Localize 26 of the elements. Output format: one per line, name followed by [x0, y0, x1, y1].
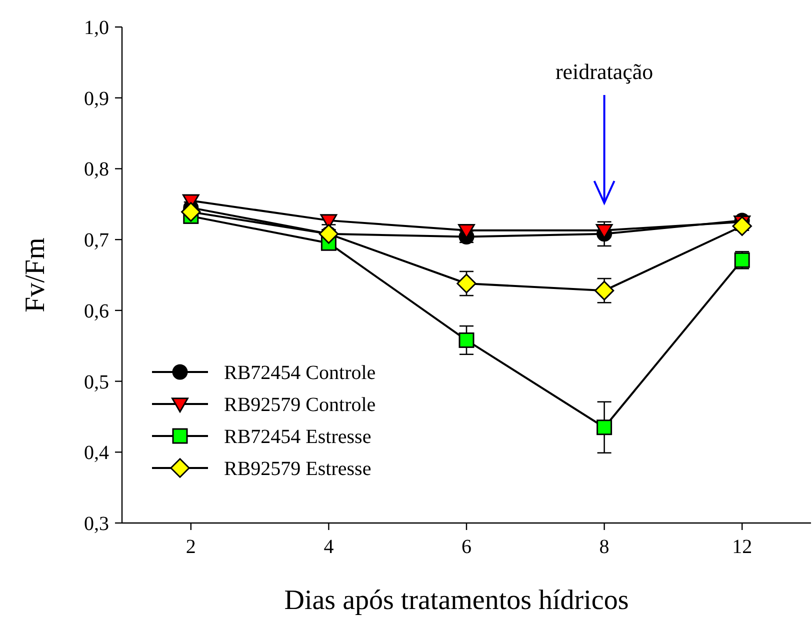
point	[318, 224, 339, 244]
x-tick-label: 2	[186, 536, 196, 558]
x-tick-label: 8	[599, 536, 610, 558]
y-tick-label: 0,7	[84, 230, 109, 252]
y-tick-label: 0,5	[84, 371, 109, 394]
legend-label: RB92579 Controle	[224, 394, 376, 416]
x-tick-label: 4	[324, 536, 334, 558]
point	[732, 216, 752, 236]
y-axis-title: Fv/Fm	[20, 237, 51, 312]
x-tick-label: 12	[732, 536, 752, 558]
point	[594, 280, 614, 300]
legend-label: RB72454 Estresse	[224, 426, 372, 448]
y-tick-label: 0,8	[84, 158, 109, 181]
y-tick-label: 0,4	[84, 442, 109, 464]
point	[458, 332, 474, 348]
point	[596, 420, 612, 436]
x-axis-title: Dias após tratamentos hídricos	[284, 585, 629, 616]
y-tick-label: 0,9	[84, 88, 109, 110]
point	[181, 202, 201, 222]
annotation: reidratação	[555, 59, 654, 84]
y-tick-label: 0,3	[84, 513, 109, 535]
legend-label: RB72454 Controle	[224, 362, 376, 384]
legend-label: RB92579 Estresse	[224, 458, 372, 480]
x-tick-label: 6	[462, 536, 472, 558]
y-tick-label: 0,6	[84, 300, 109, 322]
y-tick-label: 1,0	[84, 17, 109, 39]
